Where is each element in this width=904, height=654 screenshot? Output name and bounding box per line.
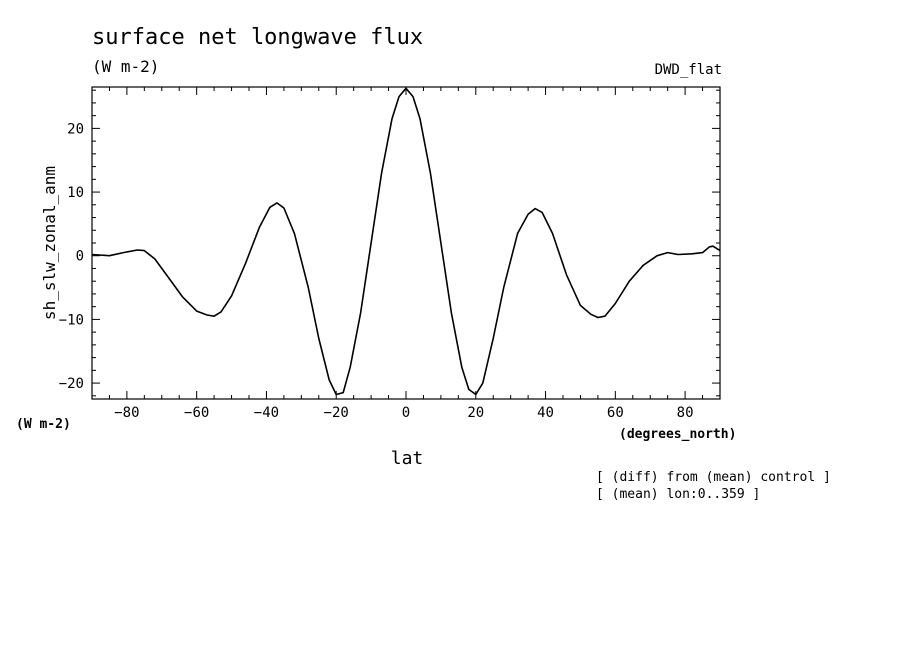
x-tick-label: 20 xyxy=(467,405,484,421)
series-line xyxy=(91,87,721,396)
y-tick-label: 0 xyxy=(76,249,84,265)
x-axis-label: lat xyxy=(390,448,424,469)
x-tick-label: −60 xyxy=(184,405,209,421)
chart-title: surface net longwave flux xyxy=(92,25,424,50)
y-tick-label: −20 xyxy=(59,376,84,392)
x-tick-label: 80 xyxy=(677,405,694,421)
note-diff-from-control: [ (diff) from (mean) control ] xyxy=(596,470,831,485)
x-tick-label: −40 xyxy=(254,405,279,421)
x-tick-label: 0 xyxy=(402,405,410,421)
chart-subtitle-units: (W m-2) xyxy=(92,57,160,76)
y-axis-units: (W m-2) xyxy=(16,417,71,432)
x-tick-label: −20 xyxy=(324,405,349,421)
x-axis-units: (degrees_north) xyxy=(619,427,737,442)
note-mean-lon: [ (mean) lon:0..359 ] xyxy=(596,487,761,502)
y-tick-label: 10 xyxy=(67,185,84,201)
x-tick-label: 40 xyxy=(537,405,554,421)
plot-frame xyxy=(91,86,721,400)
y-tick-label: −10 xyxy=(59,312,84,328)
y-tick-label: 20 xyxy=(67,121,84,137)
x-tick-label: 60 xyxy=(607,405,624,421)
x-tick-label: −80 xyxy=(114,405,139,421)
experiment-label: DWD_flat xyxy=(654,62,722,78)
